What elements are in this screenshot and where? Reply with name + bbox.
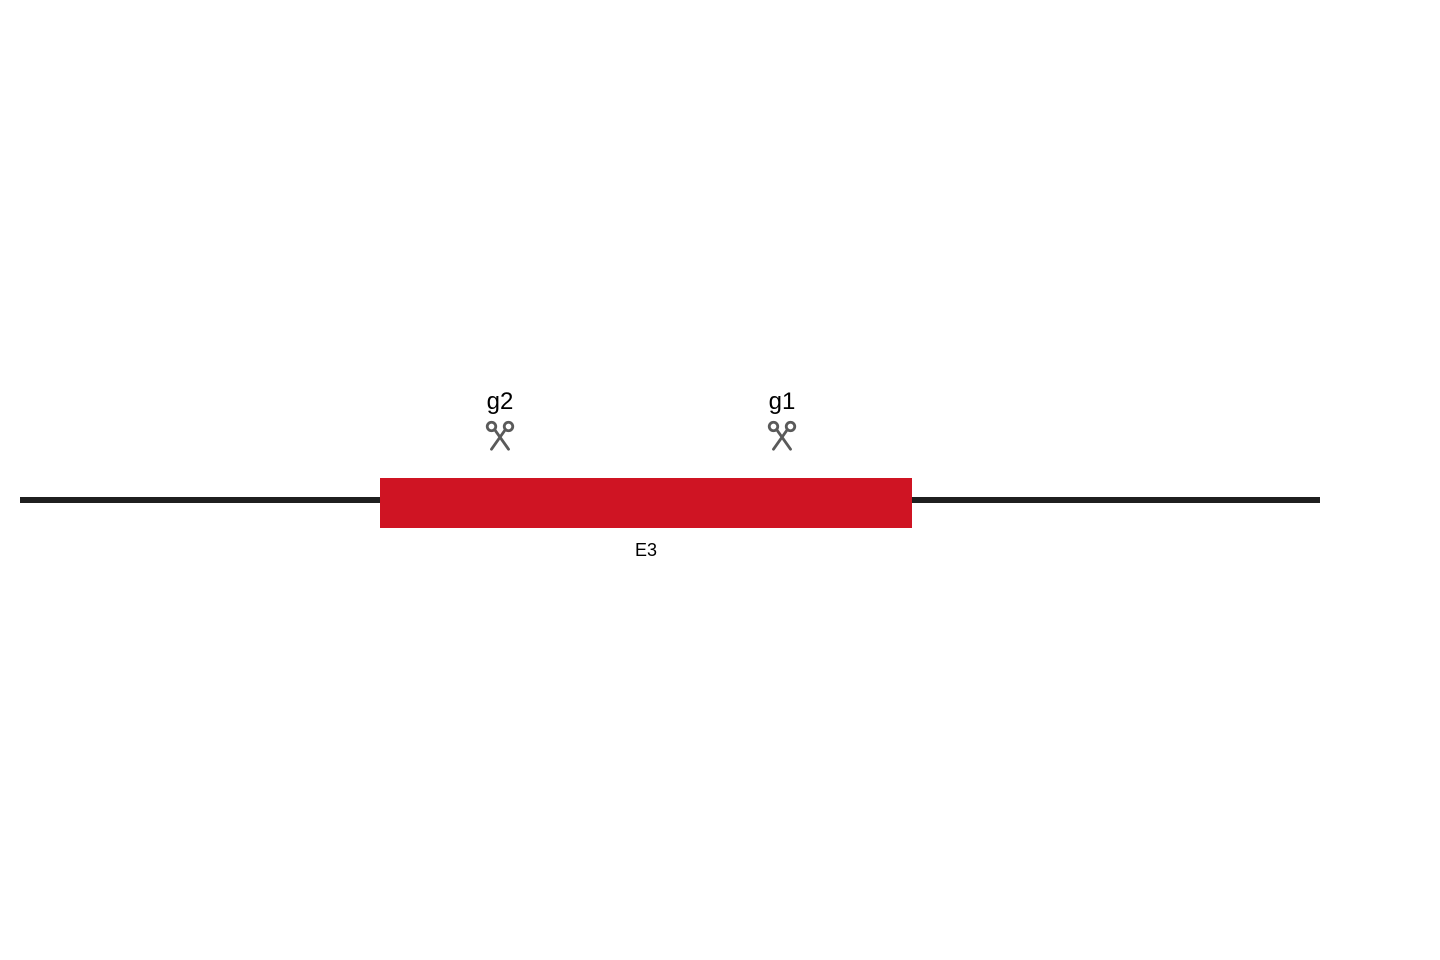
cut-site-g1: g1	[765, 388, 799, 452]
cut-site-label: g1	[765, 388, 799, 416]
exon-label: E3	[635, 540, 657, 561]
scissors-icon	[483, 418, 517, 452]
gene-backbone-right	[912, 497, 1320, 503]
cut-site-g2: g2	[483, 388, 517, 452]
gene-backbone-left	[20, 497, 380, 503]
exon-box	[380, 478, 912, 528]
gene-diagram: E3 g2 g1	[0, 0, 1440, 960]
cut-site-label: g2	[483, 388, 517, 416]
scissors-icon	[765, 418, 799, 452]
